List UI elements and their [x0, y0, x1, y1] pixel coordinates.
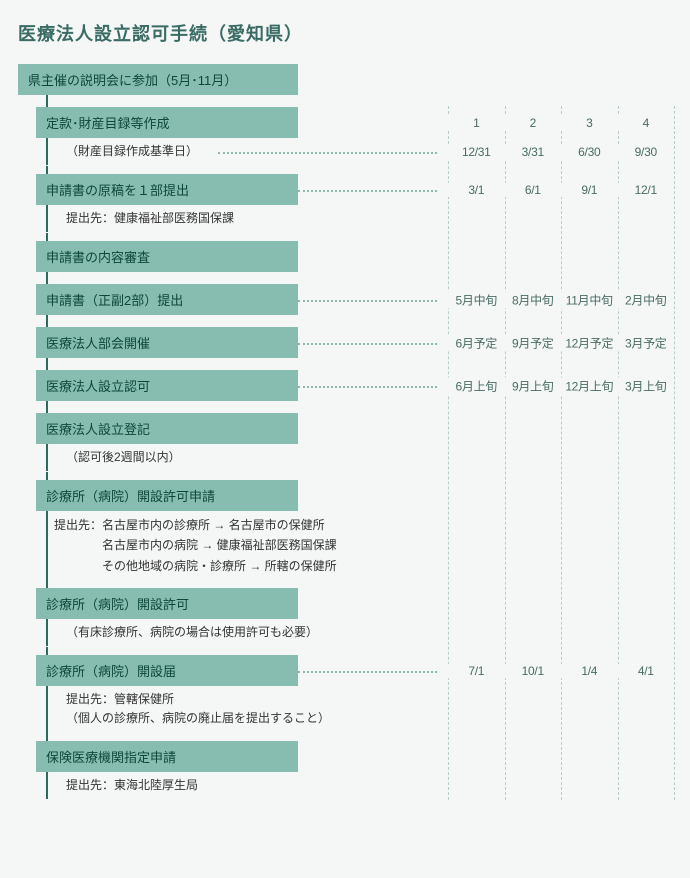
- date-cell: 12月上旬: [561, 377, 618, 394]
- col-header: 4: [618, 116, 675, 130]
- step-sublabel: （認可後2週間以内）: [66, 444, 672, 471]
- dotted-connector: [298, 300, 437, 302]
- step-box: 診療所（病院）開設届: [36, 655, 298, 686]
- step-box: 医療法人設立登記: [36, 413, 298, 444]
- step-box: 申請書の原稿を１部提出: [36, 174, 298, 205]
- date-cells: 6月予定9月予定12月予定3月予定: [448, 334, 674, 351]
- step-sublabel: 提出先：健康福祉部医務国保課: [66, 205, 672, 232]
- date-cell: 11月中旬: [561, 291, 618, 308]
- step-box: 診療所（病院）開設許可申請: [36, 480, 298, 511]
- date-cell: 12/31: [448, 145, 505, 159]
- step-multiline: 提出先：管轄保健所（個人の診療所、病院の廃止届を提出すること）: [66, 686, 672, 732]
- page-title: 医療法人設立認可手続（愛知県）: [18, 20, 672, 46]
- date-cell: 3/31: [505, 145, 562, 159]
- date-cells: 5月中旬8月中旬11月中旬2月中旬: [448, 291, 674, 308]
- dotted-connector: [298, 343, 437, 345]
- date-cell: 9月上旬: [505, 377, 562, 394]
- date-cells: 7/110/11/44/1: [448, 664, 674, 678]
- dotted-connector: [298, 671, 437, 673]
- date-cell: 5月中旬: [448, 291, 505, 308]
- date-cell: 9月予定: [505, 334, 562, 351]
- date-cell: 6月上旬: [448, 377, 505, 394]
- date-cell: 12月予定: [561, 334, 618, 351]
- step-box: 保険医療機関指定申請: [36, 741, 298, 772]
- date-cell: 2月中旬: [618, 291, 675, 308]
- col-header: 3: [561, 116, 618, 130]
- date-cell: 3月予定: [618, 334, 675, 351]
- dotted-connector: [298, 190, 437, 192]
- step-box: 診療所（病院）開設許可: [36, 588, 298, 619]
- date-cell: 6/1: [505, 183, 562, 197]
- date-cell: 12/1: [618, 183, 675, 197]
- date-cell: 3/1: [448, 183, 505, 197]
- date-cell: 9/1: [561, 183, 618, 197]
- step-box: 定款･財産目録等作成: [36, 107, 298, 138]
- flow-diagram: 県主催の説明会に参加（5月･11月）定款･財産目録等作成1234（財産目録作成基…: [18, 64, 672, 800]
- date-cell: 4/1: [618, 664, 675, 678]
- date-cells: 6月上旬9月上旬12月上旬3月上旬: [448, 377, 674, 394]
- step-box: 医療法人設立認可: [36, 370, 298, 401]
- date-cell: 8月中旬: [505, 291, 562, 308]
- step-box: 申請書（正副2部）提出: [36, 284, 298, 315]
- date-cell: 6/30: [561, 145, 618, 159]
- date-cell: 7/1: [448, 664, 505, 678]
- date-cell: 3月上旬: [618, 377, 675, 394]
- dotted-connector: [298, 386, 437, 388]
- column-headers: 1234: [448, 116, 674, 130]
- step-multiline: 提出先：名古屋市内の診療所 → 名古屋市の保健所 名古屋市内の病院 → 健康福祉…: [54, 511, 672, 580]
- date-cell: 1/4: [561, 664, 618, 678]
- step-box: 県主催の説明会に参加（5月･11月）: [18, 64, 298, 95]
- step-box: 申請書の内容審査: [36, 241, 298, 272]
- col-header: 1: [448, 116, 505, 130]
- step-box: 医療法人部会開催: [36, 327, 298, 358]
- date-cell: 6月予定: [448, 334, 505, 351]
- step-sublabel: 提出先：東海北陸厚生局: [66, 772, 672, 799]
- date-cells: 3/16/19/112/1: [448, 183, 674, 197]
- date-cell: 9/30: [618, 145, 675, 159]
- step-sublabel: （有床診療所、病院の場合は使用許可も必要）: [66, 619, 672, 646]
- date-cells: 12/313/316/309/30: [448, 145, 674, 159]
- col-header: 2: [505, 116, 562, 130]
- date-cell: 10/1: [505, 664, 562, 678]
